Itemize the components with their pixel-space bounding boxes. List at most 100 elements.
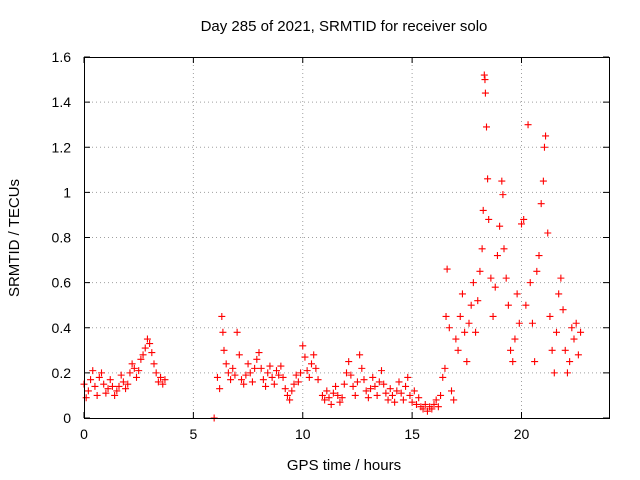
data-point	[463, 358, 471, 366]
data-point	[362, 387, 370, 395]
data-point	[393, 387, 401, 395]
data-point	[235, 351, 243, 359]
data-point	[454, 346, 462, 354]
x-tick-label: 10	[295, 426, 311, 442]
data-point	[437, 391, 445, 399]
data-point	[268, 373, 276, 381]
y-tick-label: 0	[63, 410, 71, 426]
data-point	[130, 364, 138, 372]
data-point	[373, 391, 381, 399]
data-point	[219, 328, 227, 336]
data-point	[439, 373, 447, 381]
data-point	[369, 373, 377, 381]
data-point	[442, 312, 450, 320]
data-point	[303, 367, 311, 375]
data-point	[518, 220, 525, 228]
data-point	[154, 378, 162, 386]
x-axis-label: GPS time / hours	[287, 457, 401, 474]
data-point	[544, 229, 552, 237]
data-point	[329, 389, 337, 397]
data-point	[124, 380, 132, 388]
data-point	[222, 360, 230, 368]
data-point	[255, 349, 263, 357]
data-point	[450, 396, 458, 404]
data-point	[262, 382, 270, 390]
data-point	[146, 340, 154, 348]
data-point	[458, 290, 466, 298]
data-point	[499, 191, 507, 199]
data-point	[533, 267, 541, 275]
data-point	[515, 319, 523, 327]
y-tick-label: 1.4	[52, 94, 72, 110]
data-point	[496, 222, 504, 230]
data-point	[336, 398, 344, 406]
data-point	[279, 373, 287, 381]
data-point	[504, 301, 512, 309]
data-point	[128, 360, 136, 368]
data-point	[119, 378, 127, 386]
data-point	[95, 373, 103, 381]
data-point	[343, 369, 350, 377]
data-point	[270, 380, 278, 388]
data-point	[465, 319, 473, 327]
data-point	[410, 387, 418, 395]
data-point	[419, 405, 427, 413]
data-point	[318, 391, 326, 399]
data-point	[100, 380, 108, 388]
data-point	[522, 301, 530, 309]
data-point	[340, 380, 348, 388]
data-point	[224, 369, 232, 377]
data-point	[231, 371, 239, 379]
data-point	[375, 378, 383, 386]
data-point	[283, 391, 291, 399]
data-point	[513, 290, 521, 298]
data-point	[220, 346, 228, 354]
data-point	[535, 252, 543, 260]
data-point	[445, 324, 453, 332]
data-point	[382, 389, 390, 397]
data-point	[323, 387, 331, 395]
data-point	[386, 385, 394, 393]
data-point	[251, 364, 259, 372]
data-point	[391, 398, 399, 406]
data-point	[161, 376, 169, 384]
data-point	[334, 391, 342, 399]
data-point	[292, 371, 300, 379]
data-point	[360, 376, 368, 384]
data-point	[481, 89, 489, 97]
data-point	[380, 380, 388, 388]
data-point	[305, 373, 313, 381]
data-point	[288, 387, 296, 395]
data-point	[111, 391, 119, 399]
data-point	[310, 351, 318, 359]
data-point	[347, 371, 355, 379]
data-point	[106, 376, 114, 384]
data-point	[143, 335, 151, 343]
data-point	[509, 358, 517, 366]
data-point	[312, 364, 320, 372]
data-point	[139, 351, 147, 359]
data-point	[233, 328, 241, 336]
data-point	[555, 290, 563, 298]
data-point	[480, 71, 488, 79]
data-point	[481, 76, 489, 84]
data-point	[327, 400, 335, 408]
data-point	[89, 367, 97, 375]
data-point	[430, 400, 438, 408]
y-tick-label: 0.4	[52, 320, 72, 336]
data-point	[408, 398, 416, 406]
x-tick-label: 5	[189, 426, 197, 442]
data-point	[511, 335, 519, 343]
data-point	[577, 328, 585, 336]
data-point	[528, 319, 536, 327]
data-point	[524, 121, 532, 129]
data-point	[395, 378, 403, 386]
data-point	[397, 389, 405, 397]
data-point	[297, 369, 305, 377]
data-point	[246, 369, 254, 377]
data-point	[152, 369, 160, 377]
data-point	[469, 279, 477, 287]
data-point	[242, 371, 250, 379]
plot-frame	[84, 57, 610, 419]
data-point	[290, 380, 298, 388]
